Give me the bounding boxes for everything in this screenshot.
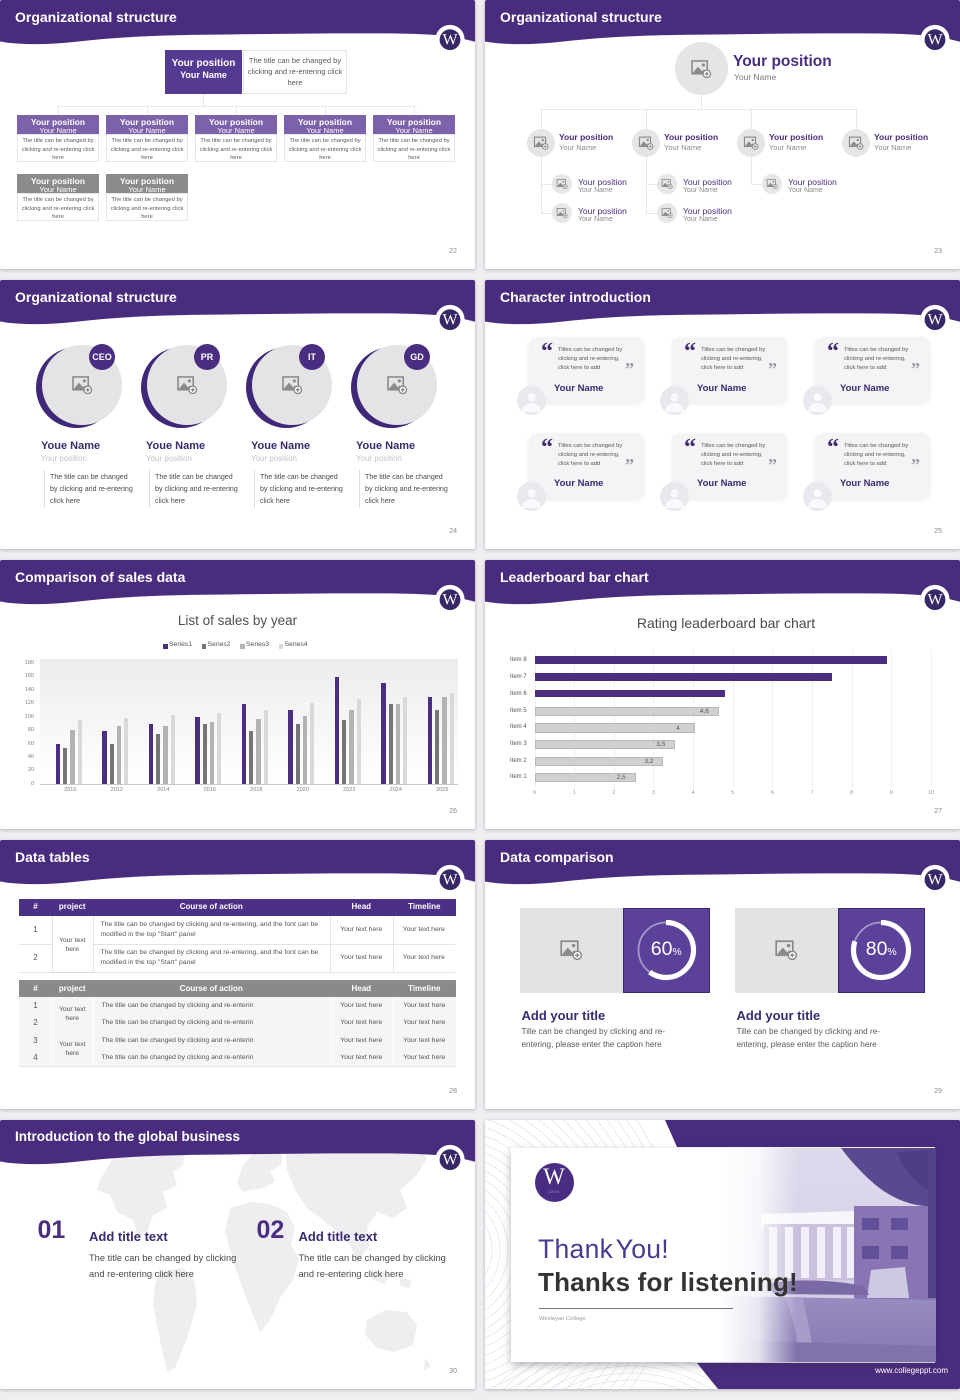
svg-text:W: W [927,872,943,889]
svg-text:W: W [927,32,943,49]
svg-text:W: W [442,312,458,329]
svg-text:W: W [442,592,458,609]
svg-text:W: W [927,312,943,329]
svg-text:W: W [442,872,458,889]
svg-text:W: W [442,1152,458,1169]
svg-text:W: W [927,592,943,609]
svg-text:W: W [442,32,458,49]
